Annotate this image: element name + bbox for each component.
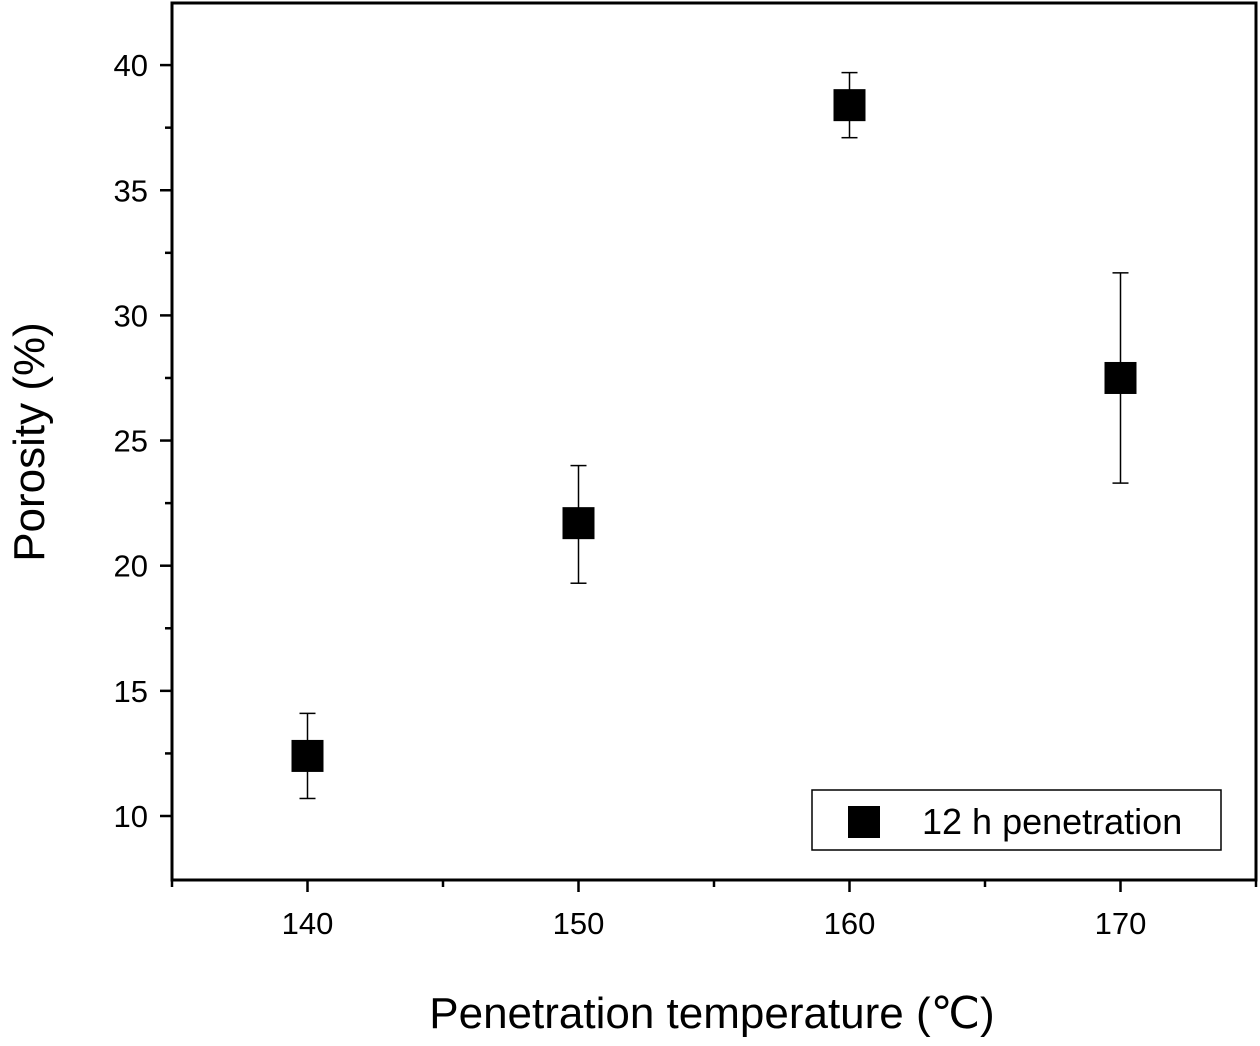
plot-frame <box>170 1 1258 882</box>
legend-marker-square <box>848 806 880 838</box>
y-tick-label: 15 <box>114 674 148 709</box>
legend-box <box>811 789 1222 851</box>
data-point-square <box>562 507 595 540</box>
data-point-square <box>833 89 866 122</box>
y-tick-label: 35 <box>114 173 148 208</box>
y-axis-title: Porosity (%) <box>5 322 54 562</box>
x-tick-label: 140 <box>282 906 334 941</box>
legend-label: 12 h penetration <box>922 801 1182 842</box>
legend: 12 h penetration <box>811 789 1222 851</box>
y-tick-label: 20 <box>114 549 148 584</box>
y-tick-label: 25 <box>114 424 148 459</box>
y-tick-label: 10 <box>114 799 148 834</box>
x-axis-title: Penetration temperature (℃) <box>429 989 994 1038</box>
data-series <box>291 71 1137 800</box>
y-tick-label: 30 <box>114 298 148 333</box>
data-point-square <box>291 739 324 772</box>
x-tick-label: 160 <box>824 906 876 941</box>
y-axis: 10 15 20 25 30 35 40 <box>114 48 172 834</box>
x-tick-label: 150 <box>553 906 605 941</box>
data-point-square <box>1104 361 1137 394</box>
x-axis: 140 150 160 170 <box>170 880 1258 941</box>
y-tick-label: 40 <box>114 48 148 83</box>
x-tick-label: 170 <box>1095 906 1147 941</box>
